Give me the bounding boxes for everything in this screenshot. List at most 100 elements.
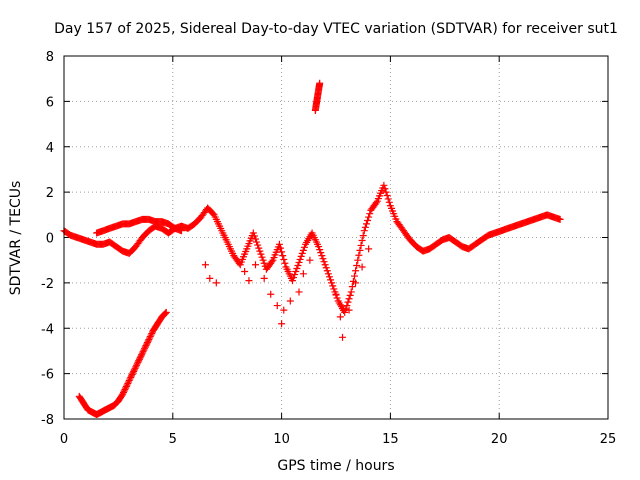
data-point [286,297,294,305]
data-point [321,261,329,269]
data-point [364,216,372,224]
data-point [120,387,128,395]
data-point [295,258,303,266]
data-point [278,248,286,256]
data-point [253,238,261,246]
x-tick-label: 5 [169,432,177,447]
data-point [320,258,328,266]
data-points [60,79,564,418]
data-point [139,348,147,356]
data-point [136,354,144,362]
data-point [122,384,130,392]
data-point [133,361,141,369]
data-point [201,261,209,269]
data-point [144,337,152,345]
plot-frame [63,55,609,420]
data-point [277,244,285,252]
y-tick-label: 0 [46,232,54,247]
data-point [365,245,373,253]
y-tick-label: 8 [46,50,54,65]
data-point [343,302,351,310]
y-tick-label: 6 [46,95,54,110]
data-point [138,349,146,357]
data-point [299,246,307,254]
data-point [291,271,299,279]
data-point [125,378,133,386]
data-point [316,246,324,254]
data-point [143,340,151,348]
data-point [355,251,363,259]
data-point [162,308,170,316]
data-point [206,274,214,282]
data-point [260,274,268,282]
data-point [294,261,302,269]
data-point [380,181,388,189]
data-point [245,277,253,285]
data-point [257,250,265,258]
data-point [385,198,393,206]
data-point [126,375,134,383]
data-point [316,79,324,87]
data-point [350,272,358,280]
data-point [275,240,283,248]
x-tick-label: 25 [600,432,617,447]
data-point [127,372,135,380]
data-point [324,270,332,278]
data-point [359,232,367,240]
data-point [329,282,337,290]
data-point [358,263,366,271]
series-main-trace [60,181,564,316]
data-point [127,373,135,381]
data-point [249,229,257,237]
data-point [280,306,288,314]
data-point [366,210,374,218]
data-point [125,376,133,384]
data-point [241,268,249,276]
data-point [295,288,303,296]
grid [64,56,608,419]
data-point [357,241,365,249]
data-point [281,259,289,267]
data-point [268,258,276,266]
data-point [319,255,327,263]
data-point [362,220,370,228]
data-point [322,264,330,272]
data-point [361,223,369,231]
data-point [306,256,314,264]
data-point [137,352,145,360]
data-point [119,389,127,397]
y-tick-label: 4 [46,141,54,156]
data-point [124,379,132,387]
data-point [260,259,268,267]
data-point [258,253,266,261]
data-point [352,267,360,275]
data-point [148,330,156,338]
data-point [300,243,308,251]
data-point [134,358,142,366]
y-tick-label: -4 [41,322,54,337]
data-point [212,279,220,287]
data-point [323,267,331,275]
data-point [365,213,373,221]
data-point [138,351,146,359]
data-point [141,345,149,353]
data-point [347,288,355,296]
data-point [140,346,148,354]
data-point [356,246,364,254]
data-point [292,268,300,276]
data-point [353,261,361,269]
data-point [135,355,143,363]
data-point [133,360,141,368]
x-tick-label: 15 [382,432,399,447]
data-point [161,310,169,318]
data-point [130,366,138,374]
y-tick-label: -6 [41,368,54,383]
data-point [119,390,127,398]
data-point [327,276,335,284]
data-point [132,363,140,371]
data-point [135,357,143,365]
data-point [372,199,380,207]
data-point [325,273,333,281]
data-point [382,188,390,196]
